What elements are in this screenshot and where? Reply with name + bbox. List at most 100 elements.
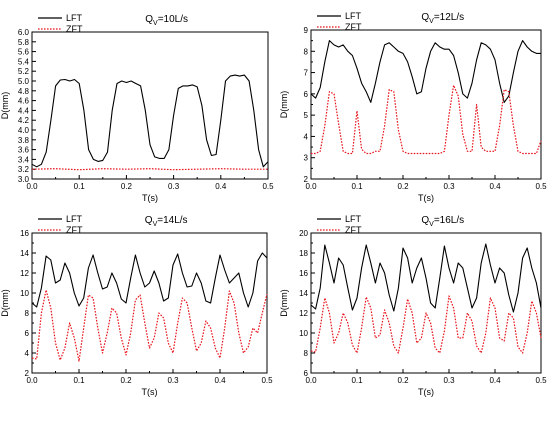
x-tick-label: 0.3 xyxy=(443,376,455,385)
x-tick-label: 0.5 xyxy=(535,376,547,385)
y-axis-label: D(mm) xyxy=(0,289,10,317)
x-tick-label: 0.3 xyxy=(168,182,180,191)
y-tick-label: 4.6 xyxy=(18,97,30,106)
series-line-lft xyxy=(310,40,541,103)
x-tick-label: 0.2 xyxy=(397,376,409,385)
chart-panel-2: 0.0 0.1 0.2 0.3 0.4 0.5 2 3 4 5 6 7 8 9 T(s) D(mm) LFTZF… xyxy=(279,11,547,203)
flow-rate-annotation: QV=16L/s xyxy=(421,215,464,228)
legend-label-lft: LFT xyxy=(66,13,83,23)
x-tick-label: 0.0 xyxy=(26,182,38,191)
y-tick-label: 4.0 xyxy=(18,126,30,135)
chart-panel-1: 0.0 0.1 0.2 0.3 0.4 0.53.03.23.43.63.84.04.24… xyxy=(0,13,274,203)
y-tick-label: 16 xyxy=(20,229,29,238)
x-tick-label: 0.1 xyxy=(351,182,363,191)
x-axis-label: T(s) xyxy=(418,387,434,397)
y-tick-label: 16 xyxy=(299,269,308,278)
y-tick-label: 4.2 xyxy=(18,116,30,125)
y-tick-label: 7 xyxy=(304,69,309,78)
y-tick-label: 6 xyxy=(304,90,309,99)
x-tick-label: 0.3 xyxy=(167,376,179,385)
x-tick-label: 0.5 xyxy=(261,376,273,385)
x-tick-label: 0.5 xyxy=(535,182,547,191)
y-tick-label: 14 xyxy=(299,289,308,298)
x-axis-label: T(s) xyxy=(142,387,158,397)
legend-label-zft: ZFT xyxy=(66,24,83,34)
y-tick-label: 18 xyxy=(299,249,308,258)
y-tick-label: 8 xyxy=(304,47,309,56)
x-tick-label: 0.4 xyxy=(489,182,501,191)
y-tick-label: 10 xyxy=(20,289,29,298)
series-line-lft xyxy=(310,243,542,313)
x-tick-label: 0.2 xyxy=(121,182,133,191)
y-tick-label: 12 xyxy=(20,269,29,278)
series-line-lft xyxy=(31,74,269,168)
y-tick-label: 6.0 xyxy=(18,28,30,37)
y-tick-label: 5.2 xyxy=(18,67,30,76)
x-tick-label: 0.1 xyxy=(351,376,363,385)
y-tick-label: 5.0 xyxy=(18,77,30,86)
y-tick-label: 3.8 xyxy=(18,136,30,145)
series-line-zft xyxy=(310,295,542,354)
y-tick-label: 2 xyxy=(25,369,30,378)
chart-panel-4: 0.0 0.1 0.2 0.3 0.4 0.5 6 8 10 12 14 16 18 20 T(s) D(mm… xyxy=(279,214,547,397)
y-tick-label: 8 xyxy=(25,309,30,318)
y-axis-label: D(mm) xyxy=(0,92,10,120)
plot-frame xyxy=(31,31,269,180)
x-tick-label: 0.0 xyxy=(305,376,317,385)
y-tick-label: 3.4 xyxy=(18,155,30,164)
y-axis-label: D(mm) xyxy=(279,289,289,317)
y-tick-label: 2 xyxy=(304,175,309,184)
y-tick-label: 5.4 xyxy=(18,57,30,66)
x-axis-label: T(s) xyxy=(418,193,434,203)
chart-panel-3: 0.0 0.1 0.2 0.3 0.4 0.5 2 4 6 8 10 12 14 16 T(s) D(mm) L… xyxy=(0,214,273,397)
x-axis-label: T(s) xyxy=(142,193,158,203)
x-tick-label: 0.1 xyxy=(73,376,85,385)
y-tick-label: 6 xyxy=(25,329,30,338)
plot-frame xyxy=(310,232,542,374)
series-line-lft xyxy=(31,252,268,308)
y-tick-label: 3.2 xyxy=(18,165,30,174)
x-tick-label: 0.4 xyxy=(215,182,227,191)
x-tick-label: 0.4 xyxy=(214,376,226,385)
x-tick-label: 0.0 xyxy=(26,376,38,385)
y-tick-label: 20 xyxy=(299,229,308,238)
series-line-zft xyxy=(31,289,268,362)
x-tick-label: 0.2 xyxy=(120,376,132,385)
legend-label-lft: LFT xyxy=(345,214,362,224)
y-tick-label: 3.6 xyxy=(18,146,30,155)
y-tick-label: 5 xyxy=(304,111,309,120)
y-tick-label: 4 xyxy=(25,349,30,358)
plot-frame xyxy=(310,29,542,180)
legend-label-zft: ZFT xyxy=(66,225,83,235)
y-tick-label: 9 xyxy=(304,26,309,35)
legend-label-lft: LFT xyxy=(66,214,83,224)
y-tick-label: 14 xyxy=(20,249,29,258)
legend-label-zft: ZFT xyxy=(345,22,362,32)
x-tick-label: 0.0 xyxy=(305,182,317,191)
y-tick-label: 10 xyxy=(299,329,308,338)
y-axis-label: D(mm) xyxy=(279,91,289,119)
y-tick-label: 4.4 xyxy=(18,106,30,115)
flow-rate-annotation: QV=14L/s xyxy=(145,215,188,228)
series-line-zft xyxy=(31,168,268,171)
y-tick-label: 3.0 xyxy=(18,175,30,184)
x-tick-label: 0.4 xyxy=(489,376,501,385)
flow-rate-annotation: QV=12L/s xyxy=(421,12,464,25)
legend-label-lft: LFT xyxy=(345,11,362,21)
x-tick-label: 0.1 xyxy=(74,182,86,191)
y-tick-label: 6 xyxy=(304,369,309,378)
y-tick-label: 4 xyxy=(304,132,309,141)
y-tick-label: 3 xyxy=(304,154,309,163)
y-tick-label: 5.8 xyxy=(18,38,30,47)
flow-rate-annotation: QV=10L/s xyxy=(145,14,188,27)
plot-frame xyxy=(31,232,268,374)
y-tick-label: 4.8 xyxy=(18,87,30,96)
x-tick-label: 0.5 xyxy=(262,182,274,191)
x-tick-label: 0.3 xyxy=(443,182,455,191)
y-tick-label: 5.6 xyxy=(18,48,30,57)
legend-label-zft: ZFT xyxy=(345,225,362,235)
series-line-zft xyxy=(311,84,542,155)
y-tick-label: 8 xyxy=(304,349,309,358)
y-tick-label: 12 xyxy=(299,309,308,318)
